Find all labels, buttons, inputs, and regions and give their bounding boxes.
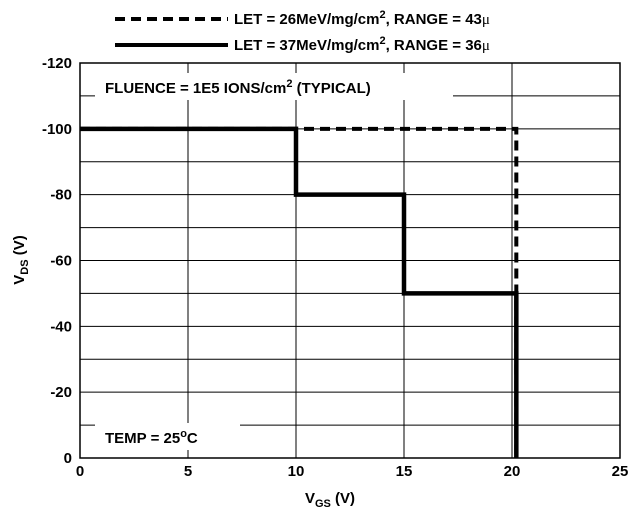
y-tick-label: -40	[50, 318, 72, 335]
x-axis-title: VGS (V)	[305, 490, 355, 510]
y-tick-label: 0	[64, 450, 72, 467]
x-tick-label: 0	[76, 463, 84, 480]
temp-suffix: C	[187, 430, 198, 447]
temp-annotation: TEMP = 25oC	[95, 423, 240, 450]
y-tick-label: -20	[50, 384, 72, 401]
x-tick-label: 5	[184, 463, 192, 480]
y-tick-label: -100	[42, 121, 72, 138]
svg-text:TEMP = 25oC: TEMP = 25oC	[105, 428, 198, 447]
y-tick-label: -80	[50, 187, 72, 204]
x-tick-label: 15	[396, 463, 413, 480]
svg-text:FLUENCE = 1E5 IONS/cm2 (TYPICA: FLUENCE = 1E5 IONS/cm2 (TYPICAL)	[105, 78, 371, 97]
y-tick-label: -60	[50, 253, 72, 270]
fluence-suffix: (TYPICAL)	[292, 80, 370, 97]
x-tick-label: 25	[612, 463, 629, 480]
grid	[79, 62, 621, 459]
temp-text: TEMP = 25	[105, 430, 180, 447]
series-line-solid	[80, 126, 519, 458]
fluence-annotation: FLUENCE = 1E5 IONS/cm2 (TYPICAL)	[95, 73, 453, 100]
tick-labels: 0 5 10 15 20 25 0 -20 -40 -60 -80 -100 -120	[42, 55, 628, 480]
plot-frame	[79, 62, 621, 459]
y-tick-label: -120	[42, 55, 72, 72]
fluence-text: FLUENCE = 1E5 IONS/cm	[105, 80, 286, 97]
x-tick-label: 10	[288, 463, 305, 480]
series-group	[80, 126, 519, 458]
legend-entry-solid: LET = 37MeV/mg/cm2, RANGE = 36μ	[234, 35, 490, 54]
fluence-superscript: 2	[286, 78, 292, 90]
temp-superscript: o	[180, 428, 187, 440]
legend: LET = 26MeV/mg/cm2, RANGE = 43μ LET = 37…	[115, 9, 490, 54]
x-tick-label: 20	[504, 463, 521, 480]
y-axis-title: VDS (V)	[11, 235, 31, 284]
legend-entry-dashed: LET = 26MeV/mg/cm2, RANGE = 43μ	[234, 9, 490, 28]
